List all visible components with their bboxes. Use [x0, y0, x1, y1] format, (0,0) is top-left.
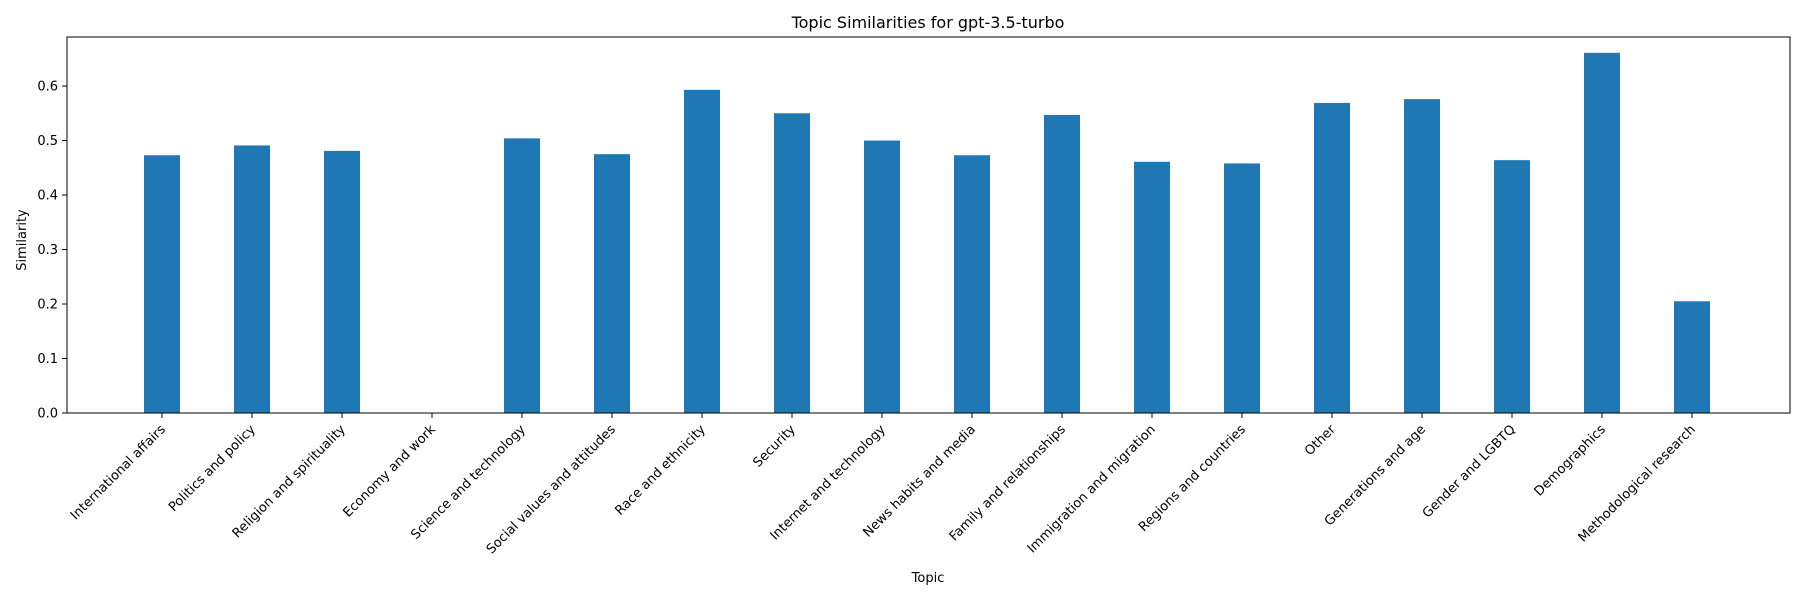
bar — [954, 155, 990, 414]
x-tick-label: Other — [1302, 422, 1339, 459]
bar — [1404, 99, 1440, 414]
x-tick-label: Gender and LGBTQ — [1420, 422, 1519, 521]
bar — [234, 145, 270, 413]
x-tick-label: Generations and age — [1322, 422, 1429, 529]
bar — [1134, 161, 1170, 413]
x-tick-label: Demographics — [1532, 422, 1609, 499]
bar — [1584, 52, 1620, 414]
x-tick-label: International affairs — [68, 422, 169, 523]
x-tick-label: Economy and work — [341, 422, 440, 521]
bar — [1494, 160, 1530, 413]
bar — [1224, 163, 1260, 413]
bar — [144, 155, 180, 414]
y-tick-label: 0.6 — [37, 80, 58, 95]
bar — [1044, 114, 1080, 414]
bar — [684, 89, 720, 413]
x-tick-label: Politics and policy — [166, 422, 259, 515]
bar — [1314, 102, 1350, 414]
chart-title: Topic Similarities for gpt-3.5-turbo — [791, 13, 1065, 32]
plot-area-frame — [66, 36, 1791, 414]
y-axis-label: Similarity — [15, 209, 30, 271]
x-tick-label: Security — [750, 422, 799, 471]
y-tick-label: 0.3 — [37, 243, 58, 258]
bar — [1674, 301, 1710, 413]
x-tick-label: Race and ethnicity — [612, 422, 709, 519]
bar — [594, 154, 630, 413]
x-axis-label: Topic — [911, 571, 945, 586]
bar — [324, 150, 360, 413]
y-tick-label: 0.0 — [37, 407, 58, 422]
y-tick-label: 0.1 — [37, 352, 58, 367]
x-tick-label: Regions and countries — [1136, 422, 1249, 535]
y-ticks: 0.0 0.1 0.2 0.3 0.4 0.5 0.6 — [37, 80, 67, 422]
bar — [864, 140, 900, 413]
bar — [774, 113, 810, 413]
bars-group — [144, 52, 1710, 414]
y-tick-label: 0.2 — [37, 298, 58, 313]
y-tick-label: 0.5 — [37, 134, 58, 149]
y-tick-label: 0.4 — [37, 189, 58, 204]
bar — [504, 138, 540, 414]
